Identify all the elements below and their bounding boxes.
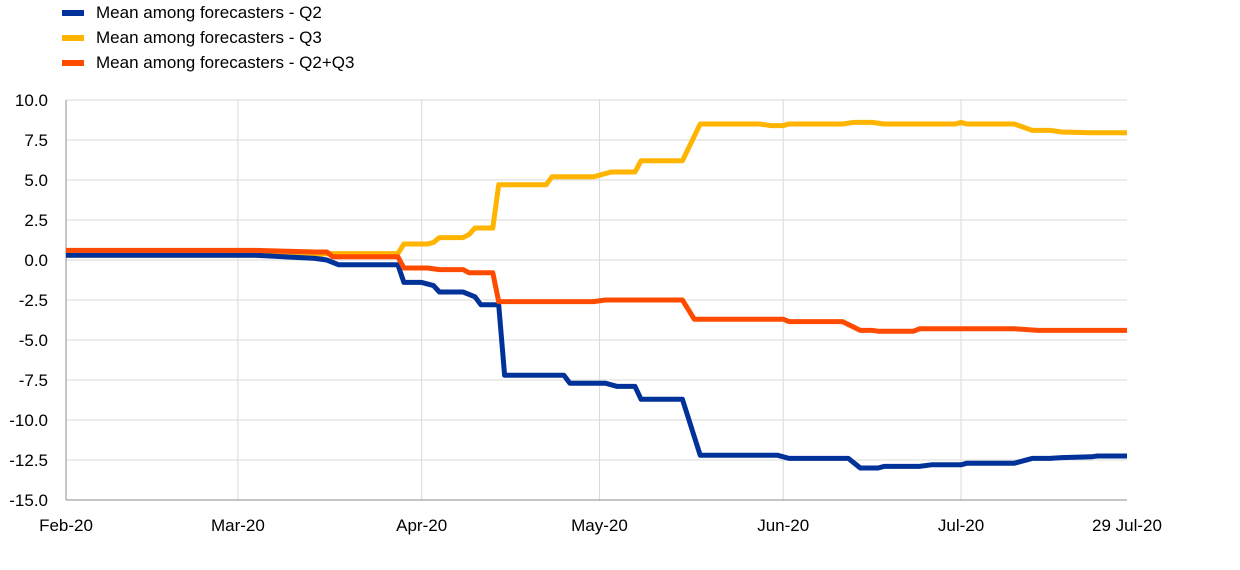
y-axis-tick-labels: 10.0 7.5 5.0 2.5 0.0 -2.5 -5.0 -7.5 -10.0 -12.5 -1… <box>9 91 48 510</box>
y-tick-label: -2.5 <box>19 291 48 310</box>
legend: Mean among forecasters - Q2 Mean among f… <box>62 0 354 75</box>
legend-label-q2q3: Mean among forecasters - Q2+Q3 <box>96 53 355 72</box>
x-tick-label: 29 Jul-20 <box>1092 516 1162 535</box>
x-tick-label: May-20 <box>571 516 628 535</box>
y-tick-label: -5.0 <box>19 331 48 350</box>
y-tick-label: 7.5 <box>24 131 48 150</box>
legend-label-q3: Mean among forecasters - Q3 <box>96 28 322 47</box>
legend-label-q2: Mean among forecasters - Q2 <box>96 3 322 22</box>
series-lines <box>66 119 1127 471</box>
series-line-q2 <box>66 252 1127 471</box>
series-line-q3 <box>66 119 1127 258</box>
x-tick-label: Feb-20 <box>39 516 93 535</box>
x-tick-label: Jul-20 <box>938 516 984 535</box>
y-tick-label: -12.5 <box>9 451 48 470</box>
legend-swatch-q3 <box>62 34 84 41</box>
y-tick-label: -7.5 <box>19 371 48 390</box>
legend-item-q2q3: Mean among forecasters - Q2+Q3 <box>62 50 354 75</box>
series-line-q2q3 <box>66 247 1127 334</box>
legend-item-q3: Mean among forecasters - Q3 <box>62 25 354 50</box>
y-tick-label: -15.0 <box>9 491 48 510</box>
x-axis-tick-labels: Feb-20 Mar-20 Apr-20 May-20 Jun-20 Jul-20 29 J… <box>39 516 1162 535</box>
legend-swatch-q2 <box>62 9 84 16</box>
y-tick-label: 0.0 <box>24 251 48 270</box>
legend-swatch-q2q3 <box>62 59 84 66</box>
x-tick-label: Apr-20 <box>396 516 447 535</box>
x-tick-label: Mar-20 <box>211 516 265 535</box>
x-tick-label: Jun-20 <box>757 516 809 535</box>
y-tick-label: -10.0 <box>9 411 48 430</box>
y-tick-label: 10.0 <box>15 91 48 110</box>
legend-item-q2: Mean among forecasters - Q2 <box>62 0 354 25</box>
axes <box>65 100 1127 501</box>
y-tick-label: 2.5 <box>24 211 48 230</box>
y-tick-label: 5.0 <box>24 171 48 190</box>
